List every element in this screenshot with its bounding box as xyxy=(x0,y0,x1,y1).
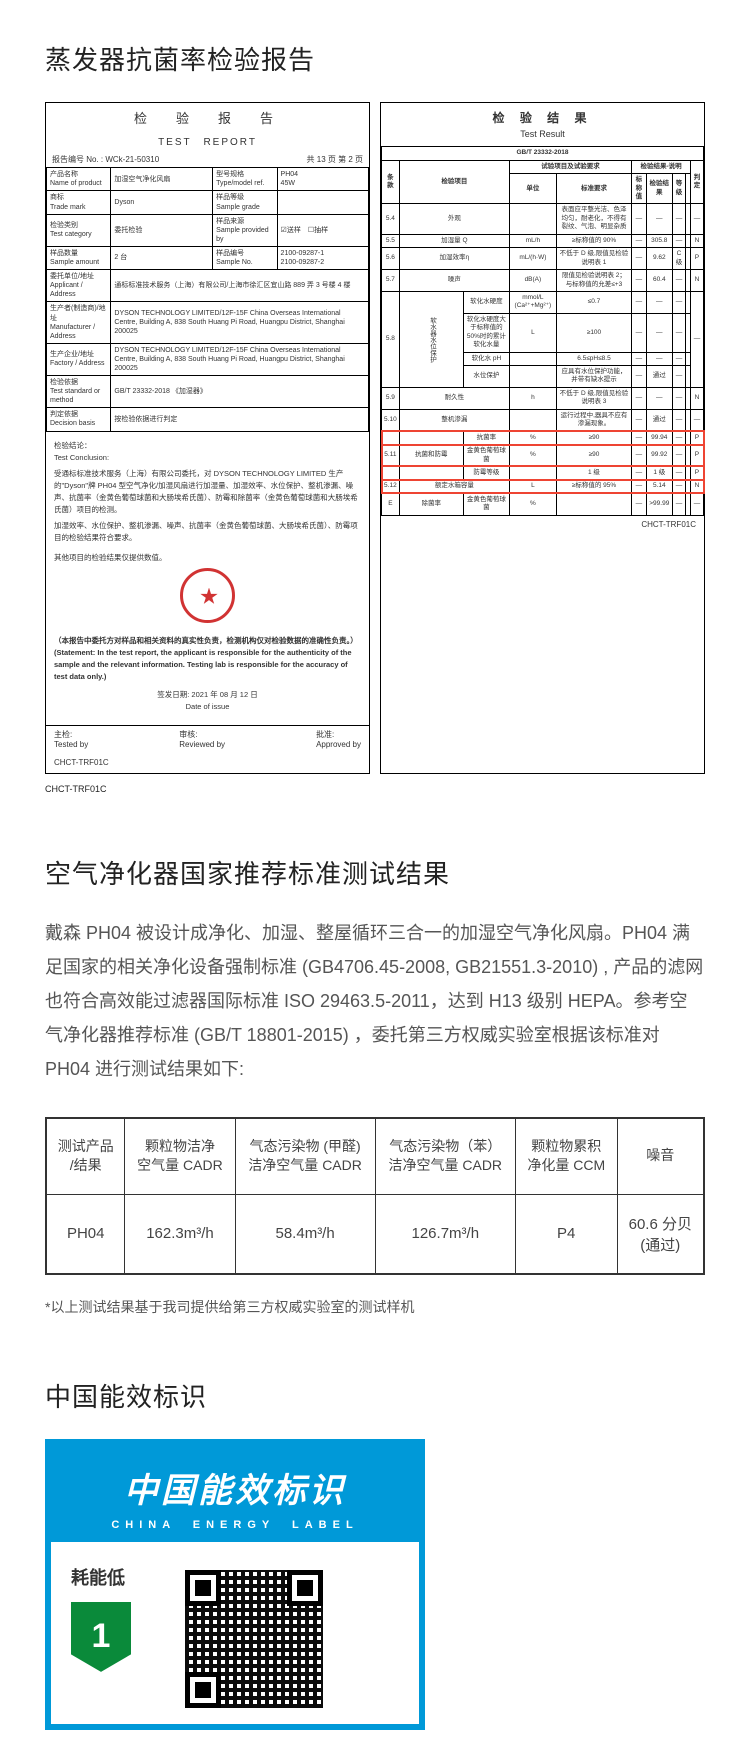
section2-note: *以上测试结果基于我司提供给第三方权威实验室的测试样机 xyxy=(45,1297,705,1317)
rpt-page: 共 13 页 第 2 页 xyxy=(307,155,363,165)
rpt-right-table: GB/T 23332-2018 条款检验项目试验项目及试验要求检验结果-说明判定… xyxy=(381,146,704,515)
outer-ref: CHCT-TRF01C xyxy=(45,784,705,794)
signature-row: 主检: Tested by 审核: Reviewed by 批准: Approv… xyxy=(46,725,369,755)
section2-title: 空气净化器国家推荐标准测试结果 xyxy=(45,854,705,891)
section3-title: 中国能效标识 xyxy=(45,1377,705,1414)
energy-consume-label: 耗能低 xyxy=(71,1564,161,1590)
rpt-left-table: 产品名称Name of product加湿空气净化风扇型号规格Type/mode… xyxy=(46,167,369,431)
qr-code xyxy=(179,1564,329,1714)
red-stamp: 其他项目的检验结果仅提供数值。 xyxy=(54,552,361,627)
energy-grade-badge: 1 xyxy=(71,1602,131,1672)
energy-label: 中国能效标识 CHINA ENERGY LABEL 耗能低 1 xyxy=(45,1439,425,1730)
energy-label-header: 中国能效标识 CHINA ENERGY LABEL xyxy=(51,1445,419,1542)
section1-title: 蒸发器抗菌率检验报告 xyxy=(45,40,705,77)
rpt-l-sub: TEST REPORT xyxy=(46,136,369,149)
rpt-r-ref: CHCT-TRF01C xyxy=(381,516,704,534)
rpt-l-ref: CHCT-TRF01C xyxy=(46,754,369,772)
rpt-l-title: 检 验 报 告 xyxy=(46,103,369,136)
reports-row: 检 验 报 告 TEST REPORT 报告编号 No. : WCk-21-50… xyxy=(45,102,705,774)
section2-body: 戴森 PH04 被设计成净化、加湿、整屋循环三合一的加湿空气净化风扇。PH04 … xyxy=(45,916,705,1087)
conclusion: 检验结论： Test Conclusion: 受通标标准技术服务（上海）有限公司… xyxy=(46,432,369,725)
rpt-r-sub: Test Result xyxy=(381,129,704,141)
report-right: 检 验 结 果 Test Result GB/T 23332-2018 条款检验… xyxy=(380,102,705,774)
rpt-r-title: 检 验 结 果 xyxy=(381,103,704,129)
report-left: 检 验 报 告 TEST REPORT 报告编号 No. : WCk-21-50… xyxy=(45,102,370,774)
rpt-no: 报告编号 No. : WCk-21-50310 xyxy=(52,155,159,165)
test-results-table: 测试产品 /结果颗粒物洁净 空气量 CADR气态污染物 (甲醛) 洁净空气量 C… xyxy=(45,1117,705,1275)
